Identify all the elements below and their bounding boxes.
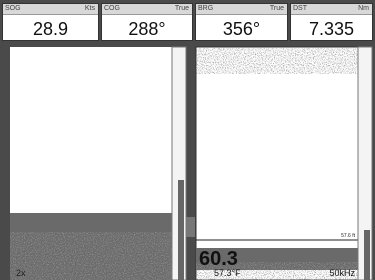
sonar-screen: SOG Kts 28.9 COG True 288° BRG True 356°…	[0, 0, 375, 280]
range-marker: 57.6 ft	[341, 233, 356, 239]
frequency: 50kHz	[329, 268, 355, 278]
surface-noise	[196, 48, 358, 74]
bottom-noise	[10, 232, 172, 280]
right-echo	[196, 47, 358, 280]
zoom-label: 2x	[16, 268, 26, 278]
depth: 60.3	[199, 248, 238, 270]
temperature: 57.3°F	[214, 268, 241, 278]
sonar-panels: 2x 57.6 ft 60.3 57.3°F 50kHz	[0, 0, 375, 280]
scale-bar	[364, 230, 370, 280]
scale-bar	[178, 180, 184, 280]
scale-marker	[186, 217, 195, 237]
